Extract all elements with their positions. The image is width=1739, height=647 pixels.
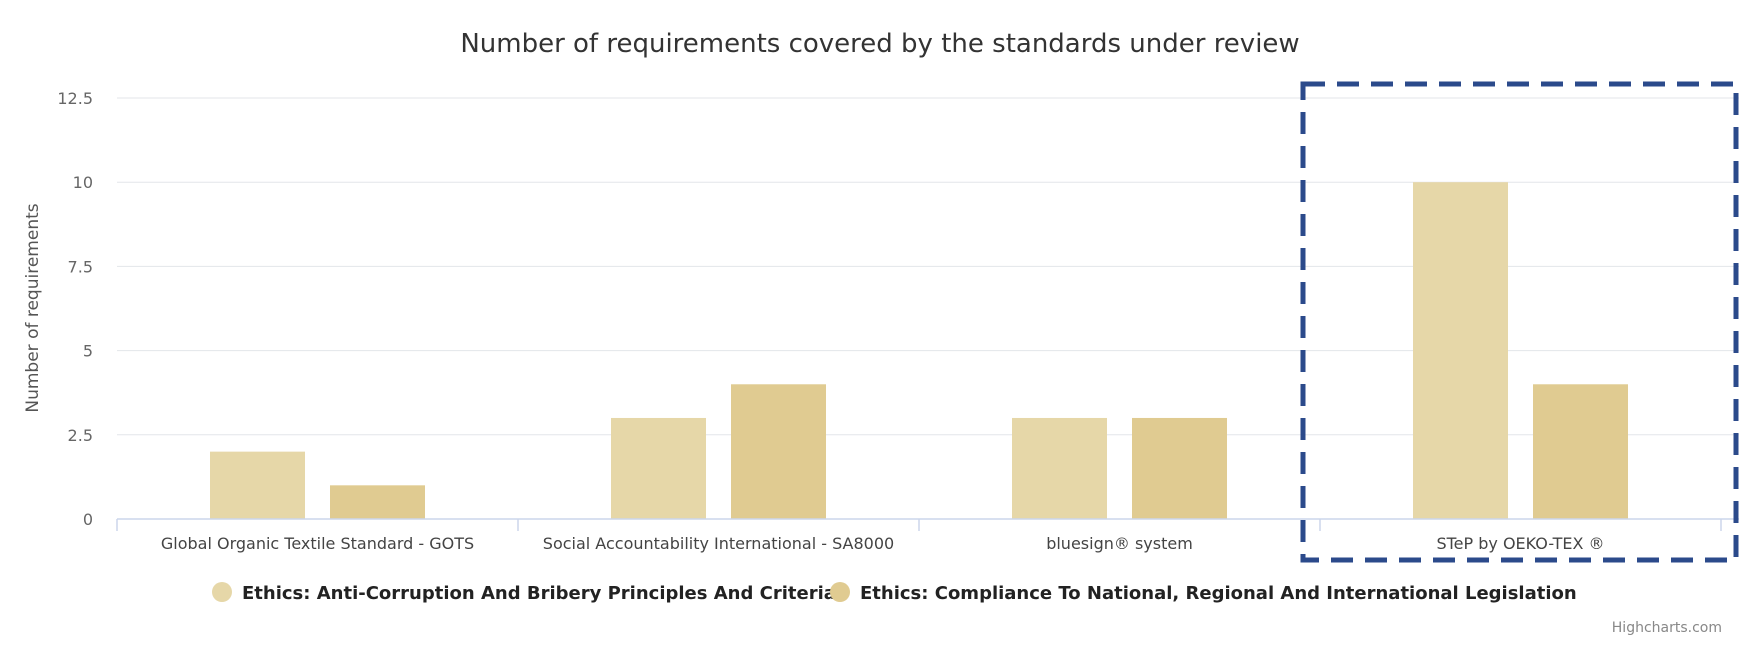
- bar[interactable]: [1012, 417, 1107, 519]
- y-tick-label: 2.5: [68, 426, 93, 445]
- x-tick-label: bluesign® system: [1046, 534, 1193, 553]
- bar[interactable]: [1533, 384, 1628, 519]
- x-tick-label: STeP by OEKO-TEX ®: [1436, 534, 1604, 553]
- y-tick-label: 10: [73, 173, 93, 192]
- x-tick-label: Global Organic Textile Standard - GOTS: [161, 534, 474, 553]
- legend-marker[interactable]: [212, 582, 232, 602]
- y-tick-label: 12.5: [57, 89, 93, 108]
- legend[interactable]: Ethics: Anti-Corruption And Bribery Prin…: [212, 582, 1577, 604]
- x-tick-label: Social Accountability International - SA…: [543, 534, 894, 553]
- chart-title: Number of requirements covered by the st…: [460, 29, 1299, 59]
- y-axis-label: Number of requirements: [23, 203, 43, 412]
- y-tick-label: 0: [83, 510, 93, 529]
- bar[interactable]: [731, 384, 826, 519]
- legend-item-label[interactable]: Ethics: Anti-Corruption And Bribery Prin…: [242, 583, 836, 604]
- y-tick-label: 5: [83, 342, 93, 361]
- bar[interactable]: [330, 485, 425, 519]
- bar[interactable]: [1132, 417, 1227, 519]
- bar[interactable]: [1413, 182, 1508, 519]
- bars[interactable]: [210, 182, 1628, 519]
- x-axis: Global Organic Textile Standard - GOTS So…: [116, 518, 1739, 553]
- y-tick-label: 7.5: [68, 257, 93, 276]
- highlight-dashed-box: [1300, 81, 1739, 563]
- bar[interactable]: [611, 417, 706, 519]
- bar[interactable]: [210, 451, 305, 519]
- legend-item-label[interactable]: Ethics: Compliance To National, Regional…: [860, 583, 1577, 604]
- highlight-box: [1300, 81, 1739, 563]
- y-axis-ticks: 0 2.5 5 7.5 10 12.5: [57, 89, 93, 529]
- legend-marker[interactable]: [830, 582, 850, 602]
- credits-link[interactable]: Highcharts.com: [1612, 620, 1722, 636]
